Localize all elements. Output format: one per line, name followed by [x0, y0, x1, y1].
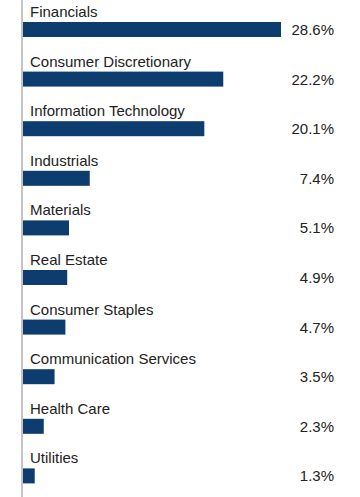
labels: Financials Consumer Discretionary Informat… — [30, 3, 334, 484]
data-label: 2.3% — [300, 418, 334, 435]
bar — [23, 121, 204, 136]
category-label: Information Technology — [30, 102, 185, 119]
category-label: Industrials — [30, 152, 98, 169]
category-label: Health Care — [30, 400, 110, 417]
bar — [23, 468, 35, 483]
bar — [23, 220, 69, 235]
bar — [23, 369, 55, 384]
category-label: Materials — [30, 201, 91, 218]
category-label: Utilities — [30, 449, 78, 466]
bars — [23, 22, 281, 483]
bar — [23, 22, 281, 37]
category-axis-line — [22, 0, 23, 497]
data-label: 7.4% — [300, 170, 334, 187]
category-label: Consumer Staples — [30, 301, 153, 318]
data-label: 4.9% — [300, 269, 334, 286]
bar — [23, 270, 67, 285]
chart: Financials Consumer Discretionary Informat… — [0, 0, 360, 497]
bar — [23, 72, 223, 87]
category-label: Financials — [30, 3, 98, 20]
category-label: Communication Services — [30, 350, 196, 367]
data-label: 28.6% — [291, 21, 334, 38]
category-label: Consumer Discretionary — [30, 53, 191, 70]
bar — [23, 419, 44, 434]
data-label: 1.3% — [300, 467, 334, 484]
data-label: 22.2% — [291, 71, 334, 88]
bar — [23, 171, 90, 186]
data-label: 5.1% — [300, 219, 334, 236]
data-label: 4.7% — [300, 319, 334, 336]
bar — [23, 320, 65, 335]
category-label: Real Estate — [30, 251, 108, 268]
data-label: 20.1% — [291, 120, 334, 137]
data-label: 3.5% — [300, 368, 334, 385]
